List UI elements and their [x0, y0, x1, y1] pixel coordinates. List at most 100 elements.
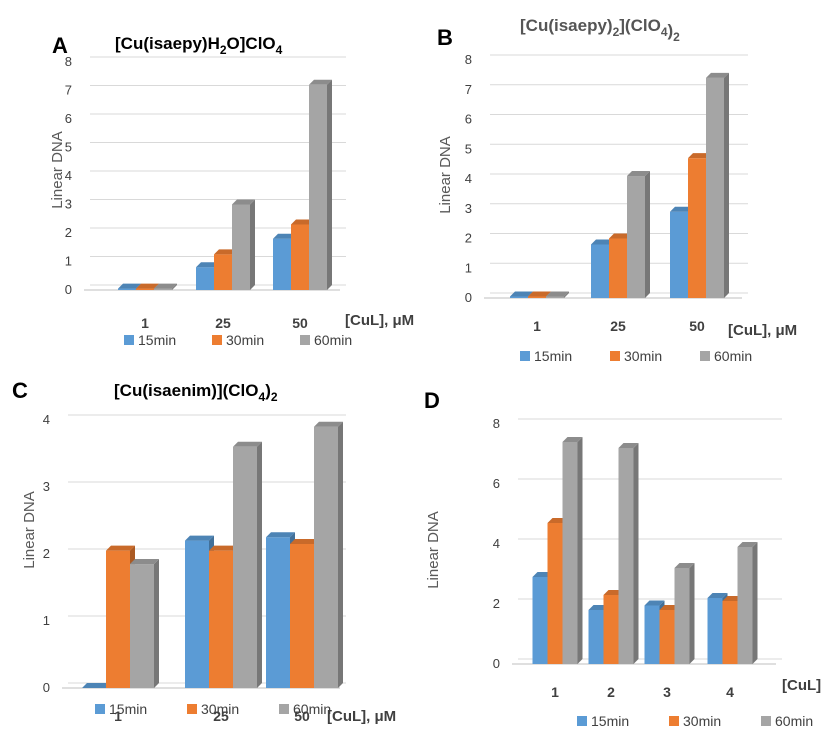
legend-swatch — [761, 716, 771, 726]
legend-item-30min: 30min — [212, 332, 264, 348]
legend-item-60min: 60min — [761, 713, 813, 729]
legend-item-15min: 15min — [95, 701, 147, 717]
bar-top — [196, 262, 219, 268]
bar-front — [547, 523, 563, 664]
bar-side — [633, 443, 639, 664]
legend-label: 15min — [534, 348, 572, 364]
y-tick-label: 7 — [65, 83, 72, 98]
bar-front — [118, 288, 136, 290]
legend-item-30min: 30min — [610, 348, 662, 364]
bar-top — [546, 291, 569, 297]
bar-60min-1 — [546, 291, 569, 298]
legend-item-60min: 60min — [279, 701, 331, 717]
y-tick-label: 3 — [43, 479, 50, 494]
x-category-label: 1 — [551, 684, 559, 700]
y-tick-label: 0 — [43, 680, 50, 695]
chart-panel-b: B [Cu(isaepy)2](ClO4)2 0 1 2 3 4 5 6 7 8 Linear DNA… — [437, 16, 797, 364]
bar-60min-25 — [233, 441, 262, 688]
bar-front — [591, 244, 609, 298]
bar-top — [118, 283, 141, 289]
bar-top — [106, 545, 135, 551]
bar-front — [214, 254, 232, 290]
chart-title: [Cu(isaepy)H2O]ClO4 — [115, 34, 283, 57]
y-tick-label: 1 — [43, 613, 50, 628]
bar-front — [562, 442, 578, 664]
bar-top — [706, 72, 729, 78]
bar-top — [290, 538, 319, 544]
x-category-label: 25 — [213, 708, 229, 724]
bar-60min-25 — [627, 171, 650, 298]
bar-top — [273, 233, 296, 239]
legend-label: 30min — [624, 348, 662, 364]
bar-60min-4 — [737, 542, 758, 664]
bar-front — [627, 176, 645, 298]
bar-front — [233, 446, 257, 688]
bar-60min-2 — [618, 443, 639, 664]
chart-title: [Cu(isaepy)2](ClO4)2 — [520, 16, 680, 44]
bar-top — [688, 153, 711, 159]
bar-front — [707, 598, 723, 664]
bar-60min-50 — [314, 421, 343, 688]
y-tick-label: 2 — [465, 231, 472, 246]
bar-60min-3 — [674, 563, 695, 664]
bar-side — [327, 79, 332, 290]
y-tick-label: 4 — [43, 412, 50, 427]
bar-front — [209, 550, 233, 688]
legend-label: 30min — [226, 332, 264, 348]
x-category-label: 1 — [533, 318, 541, 334]
bar-front — [196, 267, 214, 290]
bar-60min-50 — [706, 72, 729, 298]
legend-label: 30min — [683, 713, 721, 729]
y-axis-label: Linear DNA — [425, 511, 442, 589]
bar-front — [609, 238, 627, 298]
legend-swatch — [212, 335, 222, 345]
bar-60min-1 — [130, 559, 159, 688]
bar-60min-25 — [232, 199, 255, 290]
bar-top — [136, 283, 159, 289]
bar-front — [670, 211, 688, 298]
bar-front — [154, 288, 172, 290]
x-axis-unit-label: [CuL], μM — [327, 708, 396, 725]
y-axis-label: Linear DNA — [21, 491, 38, 569]
legend-swatch — [669, 716, 679, 726]
bar-front — [185, 540, 209, 688]
legend-swatch — [187, 704, 197, 714]
y-tick-label: 6 — [493, 476, 500, 491]
y-axis-label: Linear DNA — [49, 131, 66, 209]
bar-front — [546, 296, 564, 298]
bar-top — [314, 421, 343, 427]
bar-top — [232, 199, 255, 205]
bar-15min-1 — [82, 683, 111, 688]
bar-top — [185, 535, 214, 541]
bar-front — [266, 537, 290, 688]
y-tick-label: 8 — [465, 52, 472, 67]
bar-top — [154, 283, 177, 289]
bar-top — [214, 249, 237, 255]
bar-front — [659, 610, 675, 664]
legend-item-15min: 15min — [520, 348, 572, 364]
bar-front — [603, 595, 619, 664]
bar-front — [674, 568, 690, 664]
legend-item-60min: 60min — [300, 332, 352, 348]
bar-side — [154, 559, 159, 688]
bar-side — [577, 437, 583, 664]
bar-side — [689, 563, 695, 664]
legend-swatch — [577, 716, 587, 726]
bar-front — [706, 77, 724, 298]
x-axis-unit-label: [CuL] — [782, 677, 821, 694]
legend-item-30min: 30min — [669, 713, 721, 729]
bar-side — [645, 171, 650, 298]
legend-swatch — [300, 335, 310, 345]
y-tick-label: 2 — [43, 546, 50, 561]
legend-label: 15min — [109, 701, 147, 717]
bar-top — [609, 233, 632, 239]
y-tick-label: 6 — [65, 111, 72, 126]
y-tick-label: 6 — [465, 112, 472, 127]
x-category-label: 4 — [726, 684, 734, 700]
bar-front — [232, 204, 250, 290]
bar-top — [591, 239, 614, 245]
y-tick-label: 0 — [65, 282, 72, 297]
bar-front — [106, 550, 130, 688]
legend-item-15min: 15min — [577, 713, 629, 729]
